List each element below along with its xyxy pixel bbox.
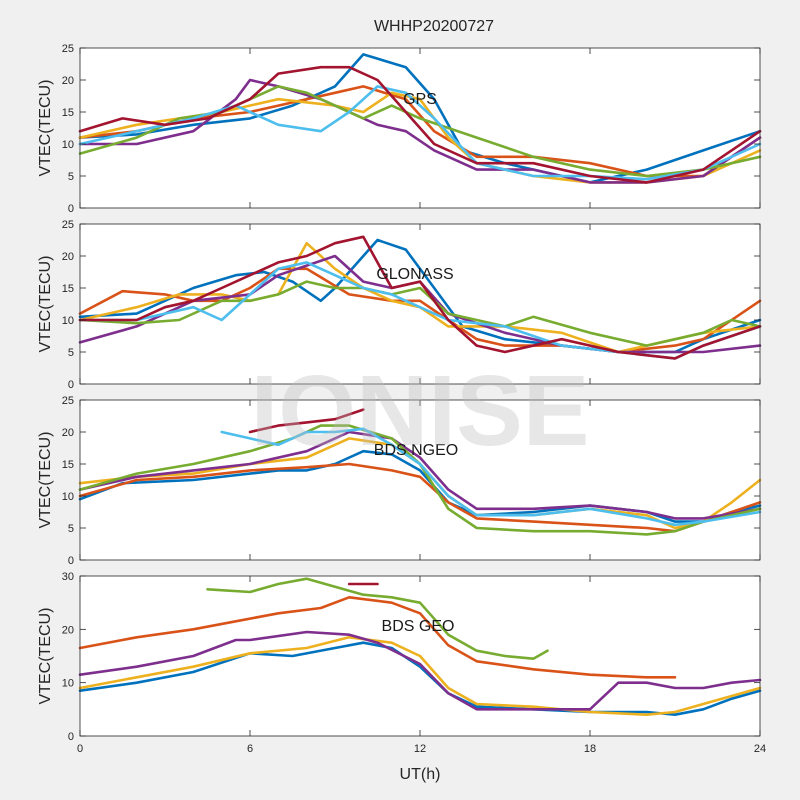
y-tick-label: 10 xyxy=(62,139,74,151)
y-tick-label: 0 xyxy=(68,203,74,215)
series-line-7 xyxy=(78,65,762,184)
y-tick-label: 10 xyxy=(62,491,74,503)
panel-3: 0 5 10 15 20 25 VTEC(TECU) BDS NGEO xyxy=(37,395,762,567)
series-line-1 xyxy=(78,449,762,523)
y-axis-label: VTEC(TECU) xyxy=(37,80,54,177)
y-tick-label: 15 xyxy=(62,459,74,471)
series-line-4 xyxy=(78,430,762,520)
panel-label: BDS GEO xyxy=(382,618,455,635)
series-line-6 xyxy=(78,85,762,181)
series-line-5 xyxy=(206,577,549,660)
panel-plot-area xyxy=(80,224,760,384)
series-line-4 xyxy=(78,630,762,711)
series-line-2 xyxy=(78,596,677,679)
series-line-7 xyxy=(78,235,762,360)
y-tick-label: 5 xyxy=(68,347,74,359)
watermark-text: IONISE xyxy=(251,355,590,467)
panel-4: 0 10 20 30 0 6 12 18 24 VTEC(TECU) UT(h) BDS GEO xyxy=(37,571,766,783)
y-tick-label: 20 xyxy=(62,75,74,87)
y-tick-label: 20 xyxy=(62,624,74,636)
series-line-6 xyxy=(220,427,762,527)
x-tick-label: 12 xyxy=(414,743,426,755)
y-axis-label: VTEC(TECU) xyxy=(37,256,54,353)
panel-label: GLONASS xyxy=(376,266,453,283)
y-tick-label: 25 xyxy=(62,395,74,407)
series-line-7 xyxy=(248,408,365,434)
panels: 0 5 10 15 20 25 VTEC(TECU) GPS 0 5 10 15 20 25 VTEC(TE… xyxy=(37,43,766,783)
y-axis-label: VTEC(TECU) xyxy=(37,432,54,529)
panel-label: BDS NGEO xyxy=(374,442,458,459)
y-tick-label: 10 xyxy=(62,315,74,327)
y-tick-label: 15 xyxy=(62,107,74,119)
y-tick-label: 20 xyxy=(62,427,74,439)
series-line-3 xyxy=(78,241,762,354)
x-tick-label: 0 xyxy=(77,743,83,755)
y-tick-label: 25 xyxy=(62,43,74,55)
y-tick-label: 5 xyxy=(68,523,74,535)
y-tick-label: 5 xyxy=(68,171,74,183)
series-line-1 xyxy=(78,53,762,184)
y-tick-label: 10 xyxy=(62,678,74,690)
x-tick-label: 18 xyxy=(584,743,596,755)
series-line-3 xyxy=(78,636,762,716)
y-tick-label: 15 xyxy=(62,283,74,295)
y-tick-label: 20 xyxy=(62,251,74,263)
x-tick-label: 24 xyxy=(754,743,766,755)
y-tick-label: 30 xyxy=(62,571,74,583)
x-axis-label: UT(h) xyxy=(400,766,441,783)
panel-2: 0 5 10 15 20 25 VTEC(TECU) GLONASS xyxy=(37,219,762,391)
panel-label: GPS xyxy=(403,91,437,108)
y-tick-label: 0 xyxy=(68,379,74,391)
x-tick-label: 6 xyxy=(247,743,253,755)
y-tick-label: 0 xyxy=(68,731,74,743)
figure-title: WHHP20200727 xyxy=(374,18,494,35)
y-tick-label: 25 xyxy=(62,219,74,231)
y-axis-label: VTEC(TECU) xyxy=(37,608,54,705)
panel-1: 0 5 10 15 20 25 VTEC(TECU) GPS xyxy=(37,43,762,215)
y-tick-label: 0 xyxy=(68,555,74,567)
